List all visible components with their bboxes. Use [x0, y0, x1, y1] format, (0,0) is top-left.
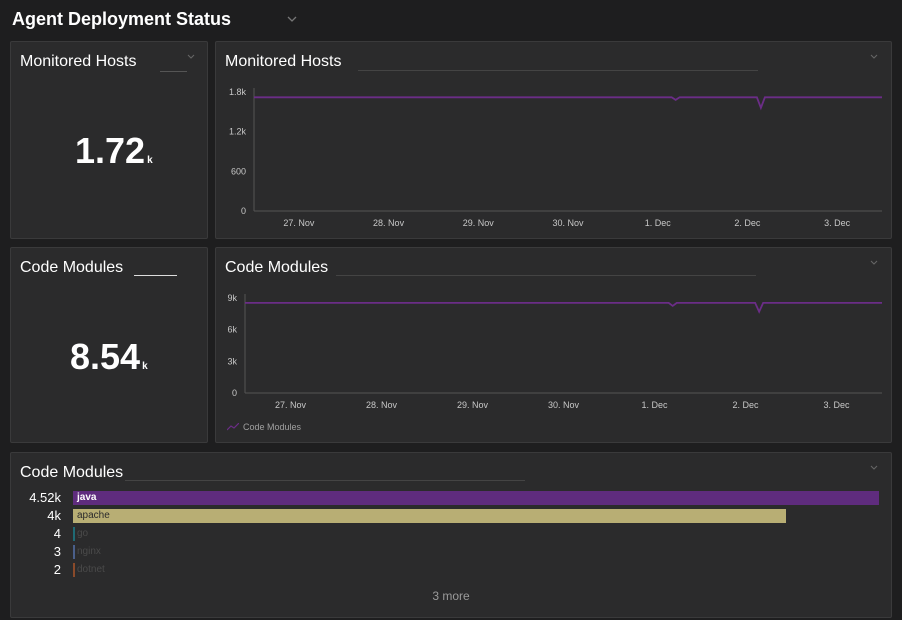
bar-row-java[interactable]: 4.52k java — [11, 490, 891, 506]
x-tick-label: 2. Dec — [732, 400, 759, 410]
bar-row-nginx[interactable]: 3 nginx — [11, 544, 891, 560]
chevron-down-icon[interactable] — [868, 462, 880, 474]
bar-value: 4 — [53, 526, 61, 541]
bar-label: apache — [77, 510, 110, 521]
x-tick-label: 29. Nov — [457, 400, 489, 410]
bar-label: dotnet — [77, 564, 105, 575]
title-rule — [125, 480, 525, 481]
bar-label: java — [77, 492, 97, 503]
y-tick-label: 1.8k — [229, 87, 247, 97]
bar-label: go — [77, 528, 89, 539]
value-unit: k — [142, 361, 148, 372]
title-rule — [336, 275, 756, 276]
bar-apache — [73, 509, 786, 523]
x-tick-label: 3. Dec — [823, 400, 850, 410]
value-unit: k — [147, 155, 153, 166]
y-tick-label: 6k — [227, 325, 237, 335]
y-tick-label: 3k — [227, 356, 237, 366]
x-tick-label: 3. Dec — [824, 218, 851, 228]
bar-value: 3 — [53, 544, 61, 559]
big-value: 8.54 k — [70, 336, 148, 378]
x-tick-label: 29. Nov — [463, 218, 495, 228]
bar-nginx — [73, 545, 75, 559]
chevron-down-icon[interactable] — [868, 257, 880, 269]
series-line[interactable] — [254, 96, 882, 111]
line-series-icon — [227, 423, 239, 431]
tile-title: Code Modules — [20, 259, 124, 276]
code-modules-single-tile[interactable]: Code Modules 8.54 k — [10, 247, 208, 443]
chevron-down-icon[interactable] — [868, 51, 880, 63]
x-tick-label: 28. Nov — [373, 218, 405, 228]
bar-row-dotnet[interactable]: 2 dotnet — [11, 562, 891, 578]
bar-value: 4k — [47, 508, 61, 523]
y-tick-label: 0 — [232, 388, 237, 398]
value-number: 1.72 — [75, 130, 146, 171]
monitored-hosts-single-tile[interactable]: Monitored Hosts 1.72 k — [10, 41, 208, 239]
bar-dotnet — [73, 563, 75, 577]
tile-title: Monitored Hosts — [20, 53, 137, 70]
title-rule — [160, 71, 187, 72]
x-tick-label: 27. Nov — [275, 400, 307, 410]
big-value: 1.72 k — [75, 130, 153, 172]
tile-title: Code Modules — [225, 259, 329, 276]
x-tick-label: 30. Nov — [552, 218, 584, 228]
code-modules-bar-tile[interactable]: Code Modules 4.52k java 4k apache 4 go 3… — [10, 452, 892, 618]
bar-value: 4.52k — [29, 490, 61, 505]
x-tick-label: 2. Dec — [734, 218, 761, 228]
chevron-down-icon[interactable] — [285, 12, 299, 26]
code-modules-line-chart: 0 3k 6k 9k 27. Nov 28. Nov 29. Nov 30. Nov 1. De… — [227, 293, 882, 410]
tile-title: Monitored Hosts — [225, 53, 342, 70]
x-tick-label: 1. Dec — [645, 218, 672, 228]
x-tick-label: 28. Nov — [366, 400, 398, 410]
legend-label: Code Modules — [243, 422, 302, 432]
y-tick-label: 0 — [241, 206, 246, 216]
title-rule — [134, 275, 177, 276]
bar-row-apache[interactable]: 4k apache — [11, 508, 891, 524]
series-line[interactable] — [245, 301, 882, 314]
bar-go — [73, 527, 75, 541]
x-tick-label: 1. Dec — [641, 400, 668, 410]
bar-java — [73, 491, 879, 505]
bar-label: nginx — [77, 546, 101, 557]
monitored-hosts-line-chart: 0 600 1.2k 1.8k 27. Nov 28. Nov 29. Nov 30. Nov… — [229, 87, 882, 228]
chevron-down-icon[interactable] — [185, 51, 197, 63]
x-tick-label: 30. Nov — [548, 400, 580, 410]
page-title: Agent Deployment Status — [12, 9, 232, 29]
x-tick-label: 27. Nov — [283, 218, 315, 228]
dashboard-header: Agent Deployment Status — [0, 0, 902, 40]
code-modules-chart-tile[interactable]: Code Modules 0 3k 6k 9k 27. Nov 28. Nov 29. No… — [215, 247, 892, 443]
value-number: 8.54 — [70, 336, 141, 377]
title-rule — [358, 70, 758, 71]
monitored-hosts-chart-tile[interactable]: Monitored Hosts 0 600 1.2k 1.8k 27. Nov 28. N… — [215, 41, 892, 239]
bar-row-go[interactable]: 4 go — [11, 526, 891, 542]
chart-legend[interactable]: Code Modules — [227, 422, 301, 432]
y-tick-label: 600 — [231, 166, 246, 176]
show-more-link[interactable]: 3 more — [432, 589, 470, 603]
bar-value: 2 — [53, 562, 61, 577]
y-tick-label: 9k — [227, 293, 237, 303]
tile-title: Code Modules — [20, 464, 124, 481]
y-tick-label: 1.2k — [229, 127, 247, 137]
